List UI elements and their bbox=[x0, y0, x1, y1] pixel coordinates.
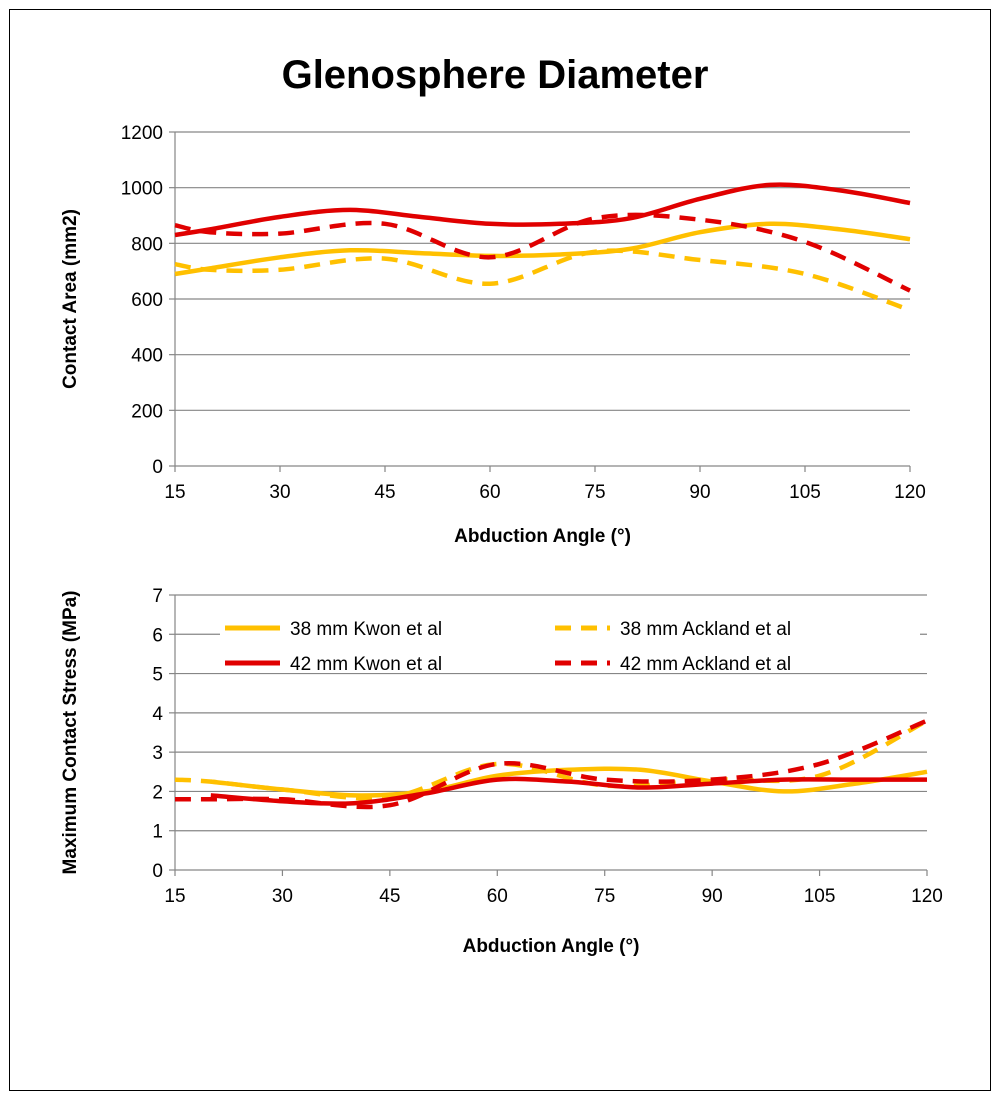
contact-area-series-38-mm-ackland-et-al bbox=[174, 248, 911, 313]
contact-stress-y-axis-title: Maximum Contact Stress (MPa) bbox=[60, 590, 81, 874]
contact-area-y-axis-title: Contact Area (mm2) bbox=[60, 209, 81, 389]
contact-area-y-tick-label: 400 bbox=[131, 346, 163, 367]
contact-area-x-tick-label: 105 bbox=[789, 482, 821, 503]
contact-area-y-tick-label: 800 bbox=[131, 234, 163, 255]
contact-stress-y-tick-label: 0 bbox=[152, 861, 163, 882]
contact-area-x-axis-title: Abduction Angle (°) bbox=[454, 526, 631, 547]
contact-stress-x-tick-label: 75 bbox=[594, 886, 615, 907]
contact-stress-x-tick-label: 60 bbox=[487, 886, 508, 907]
contact-area-y-tick-label: 200 bbox=[131, 401, 163, 422]
legend-background bbox=[220, 606, 920, 670]
contact-stress-x-tick-label: 120 bbox=[911, 886, 943, 907]
contact-stress-x-tick-label: 90 bbox=[702, 886, 723, 907]
contact-area-x-tick-label: 90 bbox=[689, 482, 710, 503]
contact-area-y-tick-label: 600 bbox=[131, 290, 163, 311]
contact-area-x-tick-label: 15 bbox=[164, 482, 185, 503]
contact-area-y-tick-label: 0 bbox=[152, 457, 163, 478]
contact-stress-y-tick-label: 4 bbox=[152, 704, 163, 725]
contact-area-x-tick-label: 45 bbox=[374, 482, 395, 503]
contact-area-x-tick-label: 30 bbox=[269, 482, 290, 503]
chart-canvas: Glenosphere Diameter 0200400600800100012… bbox=[60, 53, 943, 957]
legend-label: 38 mm Kwon et al bbox=[290, 619, 442, 640]
contact-stress-y-tick-label: 6 bbox=[152, 625, 163, 646]
contact-stress-y-tick-label: 7 bbox=[152, 586, 163, 607]
legend-label: 38 mm Ackland et al bbox=[620, 619, 791, 640]
contact-area-y-tick-label: 1000 bbox=[121, 179, 163, 200]
chart-frame: Glenosphere Diameter 0 200 400 600 800 1000 12… bbox=[9, 9, 991, 1091]
contact-stress-y-tick-label: 5 bbox=[152, 665, 163, 686]
contact-stress-y-tick-label: 3 bbox=[152, 743, 163, 764]
contact-stress-x-axis-title: Abduction Angle (°) bbox=[463, 936, 640, 957]
contact-area-plot: 0 200 400 600 800 1000 1200 15 30 45 60 75 90 105 120 A… bbox=[60, 123, 926, 547]
contact-stress-y-tick-label: 2 bbox=[152, 782, 163, 803]
contact-area-x-tick-label: 60 bbox=[479, 482, 500, 503]
contact-area-x-tick-label: 75 bbox=[584, 482, 605, 503]
contact-area-x-tick-label: 120 bbox=[894, 482, 926, 503]
contact-stress-x-tick-label: 15 bbox=[164, 886, 185, 907]
chart-title: Glenosphere Diameter bbox=[282, 53, 709, 97]
legend-label: 42 mm Ackland et al bbox=[620, 654, 791, 675]
contact-stress-x-tick-label: 45 bbox=[379, 886, 400, 907]
contact-stress-x-tick-label: 30 bbox=[272, 886, 293, 907]
contact-area-y-tick-label: 1200 bbox=[121, 123, 163, 144]
contact-area-series-42-mm-kwon-et-al bbox=[174, 182, 911, 238]
contact-stress-series-42-mm-ackland-et-al bbox=[175, 718, 928, 810]
contact-stress-y-tick-label: 1 bbox=[152, 822, 163, 843]
contact-stress-x-tick-label: 105 bbox=[804, 886, 836, 907]
contact-area-series-38-mm-kwon-et-al bbox=[174, 221, 911, 277]
legend-label: 42 mm Kwon et al bbox=[290, 654, 442, 675]
chart-legend: 38 mm Kwon et al 38 mm Ackland et al 42 mm… bbox=[220, 606, 920, 675]
contact-stress-series-38-mm-ackland-et-al bbox=[174, 718, 929, 801]
